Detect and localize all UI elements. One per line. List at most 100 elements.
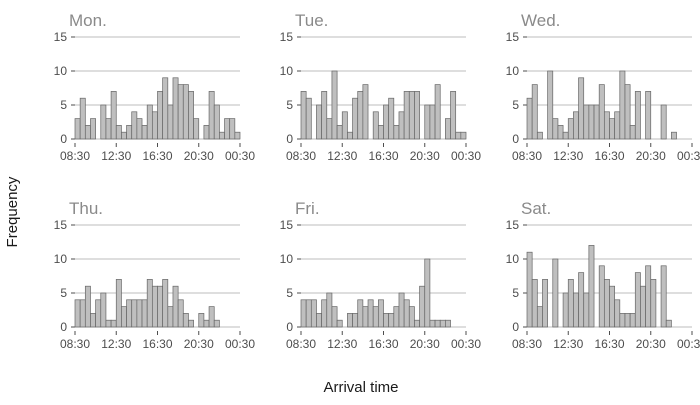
histogram-bar	[79, 299, 86, 328]
histogram-bar	[157, 91, 164, 140]
histogram-bar	[619, 313, 626, 328]
histogram-bar	[341, 111, 348, 140]
histogram-bar	[629, 125, 636, 140]
x-tick-label: 08:30	[286, 149, 316, 163]
histogram-bar	[305, 97, 312, 140]
x-tick-label: 20:30	[410, 149, 440, 163]
histogram-bar	[177, 84, 184, 140]
y-tick-label: 5	[286, 286, 293, 300]
histogram-bar	[640, 285, 646, 328]
x-tick-label: 00:30	[677, 337, 700, 351]
histogram-bar	[578, 272, 585, 328]
histogram-bar	[208, 306, 215, 328]
histogram-bar	[352, 97, 359, 140]
panel-mon: Mon. 0 5 10 15 08:30 12:30 16:30 20:30 00:30	[54, 11, 256, 163]
histogram-bar	[372, 306, 379, 328]
histogram-bar	[614, 111, 621, 140]
histogram-bar	[74, 118, 81, 140]
histogram-bar	[84, 125, 91, 140]
panel-tue: Tue. 0 5 10 15 08:30 12:30 16:30 20:30 00:30	[280, 11, 482, 163]
histogram-bar	[188, 319, 194, 328]
histogram-bar	[557, 125, 564, 140]
histogram-bar	[660, 265, 667, 328]
histogram-bar	[162, 279, 169, 328]
histogram-bar	[146, 279, 153, 328]
histogram-bar	[326, 118, 333, 140]
histogram-bar	[136, 299, 143, 328]
histogram-bar	[203, 319, 210, 328]
histogram-bar	[578, 77, 585, 140]
histogram-bar	[526, 97, 533, 140]
panel-fri: Fri. 0 5 10 15 08:30 12:30 16:30 20:30 00:30	[280, 199, 482, 351]
x-tick-label: 08:30	[60, 337, 90, 351]
x-tick-label: 12:30	[101, 149, 131, 163]
histogram-bar	[377, 125, 384, 140]
panel-title: Wed.	[521, 11, 560, 30]
histogram-bar	[362, 84, 369, 140]
y-tick-label: 0	[512, 320, 519, 334]
histogram-bar	[182, 313, 189, 328]
histogram-bar	[357, 299, 364, 328]
histogram-bar	[460, 131, 467, 140]
histogram-bar	[414, 319, 420, 328]
histogram-bar	[198, 313, 205, 328]
histogram-bar	[603, 279, 610, 328]
y-axis-title: Frequency	[4, 176, 21, 247]
histogram-bar	[588, 104, 595, 140]
histogram-bar	[542, 279, 548, 328]
histogram-bar	[609, 118, 616, 140]
histogram-bar	[552, 258, 559, 328]
histogram-bar	[100, 104, 107, 140]
histogram-bar	[408, 91, 415, 140]
panel-title: Sat.	[521, 199, 551, 218]
x-tick-label: 12:30	[553, 149, 583, 163]
y-tick-label: 0	[60, 320, 67, 334]
panel-title: Thu.	[69, 199, 103, 218]
histogram-bar	[331, 70, 338, 140]
histogram-bar	[352, 313, 359, 328]
histogram-bar	[100, 292, 107, 328]
histogram-bar	[583, 104, 590, 140]
y-tick-label: 10	[280, 252, 294, 266]
y-tick-label: 10	[54, 252, 68, 266]
histogram-bar	[213, 319, 220, 328]
y-tick-label: 15	[54, 218, 68, 232]
x-tick-label: 08:30	[60, 149, 90, 163]
histogram-bar	[321, 299, 328, 328]
histogram-bar	[316, 104, 322, 140]
x-tick-label: 00:30	[225, 149, 255, 163]
histogram-bar	[634, 272, 641, 328]
histogram-bar	[336, 319, 343, 328]
histogram-bar	[203, 125, 210, 140]
histogram-bar	[234, 131, 241, 140]
histogram-bar	[419, 285, 426, 328]
histogram-bar	[624, 313, 631, 328]
histogram-bar	[224, 118, 231, 140]
histogram-bar	[573, 292, 579, 328]
histogram-bar	[424, 258, 431, 328]
histogram-bar	[562, 131, 569, 140]
histogram-bar	[372, 111, 379, 140]
y-tick-label: 0	[60, 132, 67, 146]
x-tick-label: 20:30	[410, 337, 440, 351]
histogram-bar	[362, 306, 369, 328]
histogram-bar	[388, 313, 395, 328]
histogram-bar	[126, 125, 133, 140]
histogram-bar	[167, 306, 174, 328]
histogram-bar	[305, 299, 312, 328]
y-tick-label: 15	[506, 218, 520, 232]
histogram-bar	[531, 84, 538, 140]
x-tick-label: 20:30	[184, 337, 214, 351]
histogram-bar	[445, 319, 451, 328]
y-tick-label: 15	[54, 30, 68, 44]
x-tick-label: 16:30	[368, 337, 398, 351]
histogram-bar	[95, 299, 102, 328]
histogram-bar	[310, 299, 317, 328]
histogram-bar	[393, 125, 400, 140]
histogram-bar	[645, 91, 652, 140]
histogram-bar	[547, 70, 554, 140]
histogram-bar	[388, 97, 395, 140]
y-tick-label: 15	[506, 30, 520, 44]
panel-sat: Sat. 0 5 10 15 08:30 12:30 16:30 20:30 00:30	[506, 199, 700, 351]
histogram-bar	[105, 118, 112, 140]
